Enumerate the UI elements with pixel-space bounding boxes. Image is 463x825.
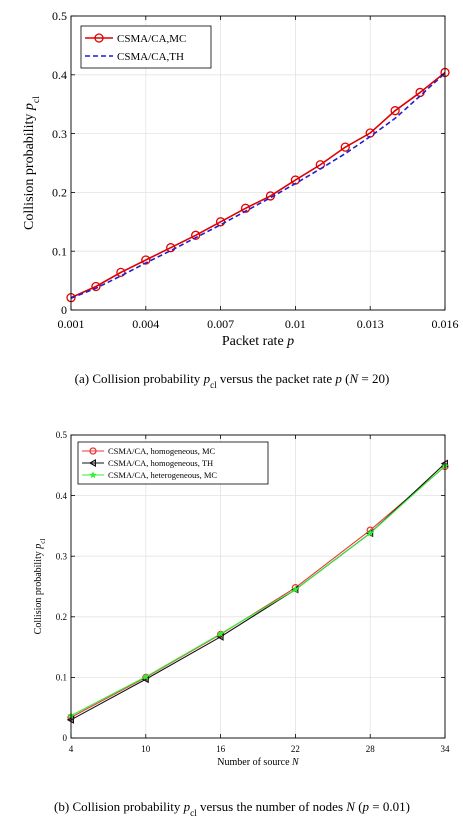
data-point — [366, 529, 374, 537]
x-tick-label: 0.01 — [285, 317, 306, 331]
y-tick-label: 0.1 — [52, 244, 67, 258]
y-tick-label: 0 — [61, 303, 67, 317]
series-line — [70, 465, 446, 717]
y-tick-label: 0.3 — [56, 551, 68, 561]
x-axis-label: Number of source N — [217, 757, 300, 768]
axes-frame — [70, 434, 446, 739]
y-tick-label: 0.2 — [52, 186, 67, 200]
figure-caption: (b) Collision probability pcl versus the… — [54, 799, 410, 818]
chart-a: 0.001 0.004 0.007 0.01 0.013 0.016 0 0.1 0.2 0.3 0… — [22, 9, 459, 390]
data-point — [88, 458, 97, 468]
series-line — [70, 71, 446, 299]
y-tick-label: 0.1 — [56, 673, 67, 683]
x-tick-label: 28 — [366, 744, 376, 754]
legend-box — [80, 25, 212, 69]
legend-entry: CSMA/CA,TH — [117, 51, 184, 63]
x-tick-label: 16 — [216, 744, 226, 754]
figure-caption: (a) Collision probability pcl versus the… — [75, 371, 390, 390]
y-tick-label: 0.4 — [56, 491, 68, 501]
x-tick-label: 0.016 — [432, 317, 459, 331]
y-axis-label: Collision probability pcl — [33, 539, 47, 635]
legend-entry: CSMA/CA, homogeneous, TH — [108, 458, 213, 468]
y-tick-label: 0.4 — [52, 68, 67, 82]
y-tick-label: 0.5 — [56, 430, 68, 440]
legend-entry: CSMA/CA, homogeneous, MC — [108, 446, 216, 456]
y-tick-label: 0 — [63, 733, 68, 743]
data-point — [291, 585, 299, 593]
x-tick-label: 0.004 — [132, 317, 159, 331]
x-tick-label: 10 — [141, 744, 151, 754]
data-point — [94, 33, 104, 43]
x-tick-label: 22 — [291, 744, 300, 754]
data-point — [116, 267, 126, 278]
data-point — [141, 255, 151, 265]
legend: CSMA/CA,MC CSMA/CA,TH — [80, 25, 212, 69]
data-point — [340, 142, 350, 152]
data-point — [191, 230, 201, 240]
data-point — [89, 447, 97, 455]
data-point — [142, 673, 150, 680]
x-tick-label: 0.001 — [58, 317, 85, 331]
x-tick-label: 4 — [69, 744, 74, 754]
data-point — [217, 629, 225, 637]
legend-box — [77, 441, 269, 485]
data-point — [390, 106, 400, 116]
data-point — [91, 281, 101, 292]
series-line — [70, 72, 446, 299]
x-tick-label: 0.007 — [207, 317, 234, 331]
y-tick-label: 0.5 — [52, 9, 67, 23]
plot-area — [71, 435, 445, 738]
legend-entry: CSMA/CA, heterogeneous, MC — [108, 470, 217, 480]
x-tick-label: 0.013 — [357, 317, 384, 331]
x-tick-label: 34 — [441, 744, 451, 754]
legend-entry: CSMA/CA,MC — [117, 33, 186, 45]
data-point — [89, 471, 97, 479]
y-tick-label: 0.3 — [52, 127, 67, 141]
chart-b: 4 10 16 22 28 34 0 0.1 0.2 0.3 0.4 0.5 Number of sou… — [33, 430, 450, 818]
y-axis-label: Collision probability pcl — [22, 96, 42, 230]
y-tick-label: 0.2 — [56, 612, 67, 622]
x-axis-label: Packet rate p — [222, 334, 294, 349]
legend: CSMA/CA, homogeneous, MC CSMA/CA, homogen… — [77, 441, 269, 485]
axes-frame — [70, 15, 446, 311]
